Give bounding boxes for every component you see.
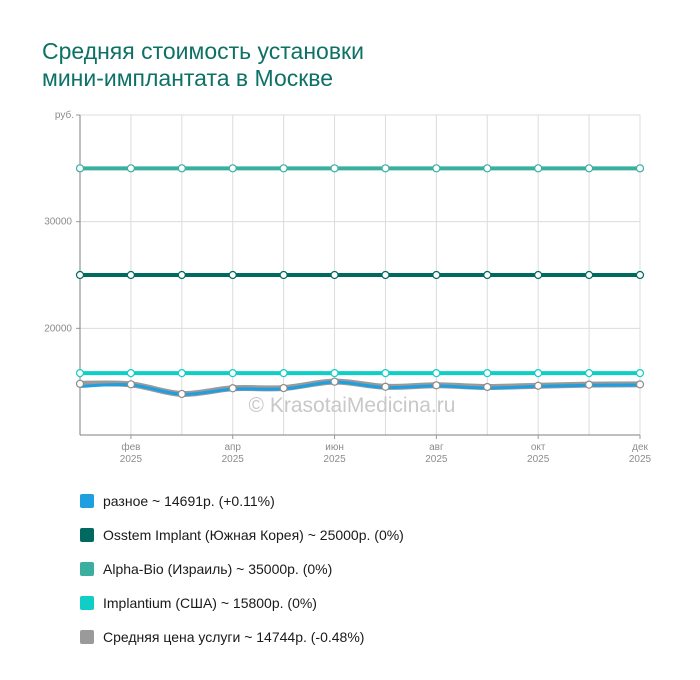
series-point-2-6 xyxy=(381,164,390,173)
series-point-1-1 xyxy=(126,270,136,280)
x-tick-month-11: дек xyxy=(632,442,648,453)
series-point-3-9 xyxy=(534,369,543,378)
legend-label-raznoe: разное ~ 14691р. (+0.11%) xyxy=(103,493,275,509)
legend-swatch-alpha-bio xyxy=(80,562,94,576)
series-point-1-8 xyxy=(483,270,492,280)
series-point-4-8 xyxy=(483,382,492,392)
series-point-4-1 xyxy=(126,380,136,389)
series-point-1-11 xyxy=(635,270,645,280)
series-point-2-0 xyxy=(75,164,85,173)
chart-title-line-1: Средняя стоимость установки xyxy=(42,38,364,64)
series-point-2-8 xyxy=(483,164,492,173)
series-point-2-11 xyxy=(635,164,645,173)
y-tick-label-0: 20000 xyxy=(44,323,72,334)
x-tick-year-7: 2025 xyxy=(425,454,448,465)
legend-label-osstem: Osstem Implant (Южная Корея) ~ 25000р. (… xyxy=(103,527,404,543)
series-point-4-6 xyxy=(381,382,390,391)
legend-label-implantium: Implantium (США) ~ 15800р. (0%) xyxy=(103,595,317,611)
legend-item-implantium[interactable]: Implantium (США) ~ 15800р. (0%) xyxy=(80,586,404,620)
series-point-2-4 xyxy=(279,164,288,173)
chart-title-line-2: мини-имплантата в Москве xyxy=(42,65,334,91)
chart-title: Средняя стоимость установки мини-имплант… xyxy=(42,38,364,92)
series-point-4-0 xyxy=(75,379,85,388)
series-point-2-10 xyxy=(584,164,594,173)
series-point-4-10 xyxy=(584,380,594,389)
series-point-1-10 xyxy=(584,270,594,280)
x-tick-month-1: фев xyxy=(121,441,140,453)
series-point-2-5 xyxy=(330,164,339,173)
x-tick-month-9: окт xyxy=(531,442,546,453)
series-point-3-1 xyxy=(126,369,136,378)
legend-swatch-raznoe xyxy=(80,494,94,508)
series-point-4-9 xyxy=(534,381,543,390)
series-point-1-7 xyxy=(432,270,441,280)
y-tick-label-1: 30000 xyxy=(44,217,72,228)
series-point-3-5 xyxy=(330,369,339,378)
series-point-1-0 xyxy=(75,270,85,280)
series-point-3-2 xyxy=(177,369,186,378)
series-point-3-7 xyxy=(432,369,441,378)
series-point-2-1 xyxy=(126,164,136,173)
watermark-text: © KrasotaiMedicina.ru xyxy=(249,394,456,417)
x-tick-month-3: апр xyxy=(224,442,241,453)
x-tick-year-9: 2025 xyxy=(527,454,550,465)
x-tick-year-3: 2025 xyxy=(222,454,245,465)
legend-item-average-price[interactable]: Средняя цена услуги ~ 14744р. (-0.48%) xyxy=(80,620,404,654)
chart-legend: разное ~ 14691р. (+0.11%) Osstem Implant… xyxy=(80,484,404,654)
series-point-3-11 xyxy=(635,369,645,378)
series-point-4-11 xyxy=(635,380,645,389)
legend-item-alpha-bio[interactable]: Alpha-Bio (Израиль) ~ 35000р. (0%) xyxy=(80,552,404,586)
x-tick-year-5: 2025 xyxy=(323,454,346,465)
legend-item-raznoe[interactable]: разное ~ 14691р. (+0.11%) xyxy=(80,484,404,518)
series-point-1-4 xyxy=(279,270,288,280)
series-point-2-2 xyxy=(177,164,186,173)
y-axis-unit: руб. xyxy=(55,109,74,121)
legend-swatch-implantium xyxy=(80,596,94,610)
series-point-2-7 xyxy=(432,164,441,173)
series-point-1-6 xyxy=(381,270,390,280)
price-line-chart: 2000030000руб.фев2025апр2025июн2025авг20… xyxy=(44,109,652,465)
series-point-3-8 xyxy=(483,369,492,378)
legend-item-osstem[interactable]: Osstem Implant (Южная Корея) ~ 25000р. (… xyxy=(80,518,404,552)
series-point-3-0 xyxy=(75,369,85,378)
series-point-3-4 xyxy=(279,369,288,378)
legend-swatch-osstem xyxy=(80,528,94,542)
series-point-4-7 xyxy=(432,381,441,390)
x-tick-year-11: 2025 xyxy=(629,454,652,465)
legend-swatch-average-price xyxy=(80,630,94,644)
series-point-4-3 xyxy=(228,384,237,393)
series-point-1-3 xyxy=(228,270,237,280)
series-point-4-4 xyxy=(279,383,288,393)
series-point-3-3 xyxy=(228,369,237,378)
series-point-1-9 xyxy=(534,270,543,280)
legend-label-average-price: Средняя цена услуги ~ 14744р. (-0.48%) xyxy=(103,629,365,645)
series-point-2-9 xyxy=(534,164,543,173)
x-tick-month-5: июн xyxy=(325,442,344,453)
series-point-1-5 xyxy=(330,270,339,280)
x-tick-year-1: 2025 xyxy=(120,454,143,465)
legend-label-alpha-bio: Alpha-Bio (Израиль) ~ 35000р. (0%) xyxy=(103,561,333,577)
series-point-4-5 xyxy=(330,377,339,386)
series-point-3-10 xyxy=(584,369,594,378)
series-line-0 xyxy=(78,380,642,396)
x-tick-month-7: авг xyxy=(429,442,444,453)
series-point-3-6 xyxy=(381,369,390,378)
series-point-2-3 xyxy=(228,164,237,173)
series-point-1-2 xyxy=(177,270,186,280)
series-point-4-2 xyxy=(177,389,186,399)
